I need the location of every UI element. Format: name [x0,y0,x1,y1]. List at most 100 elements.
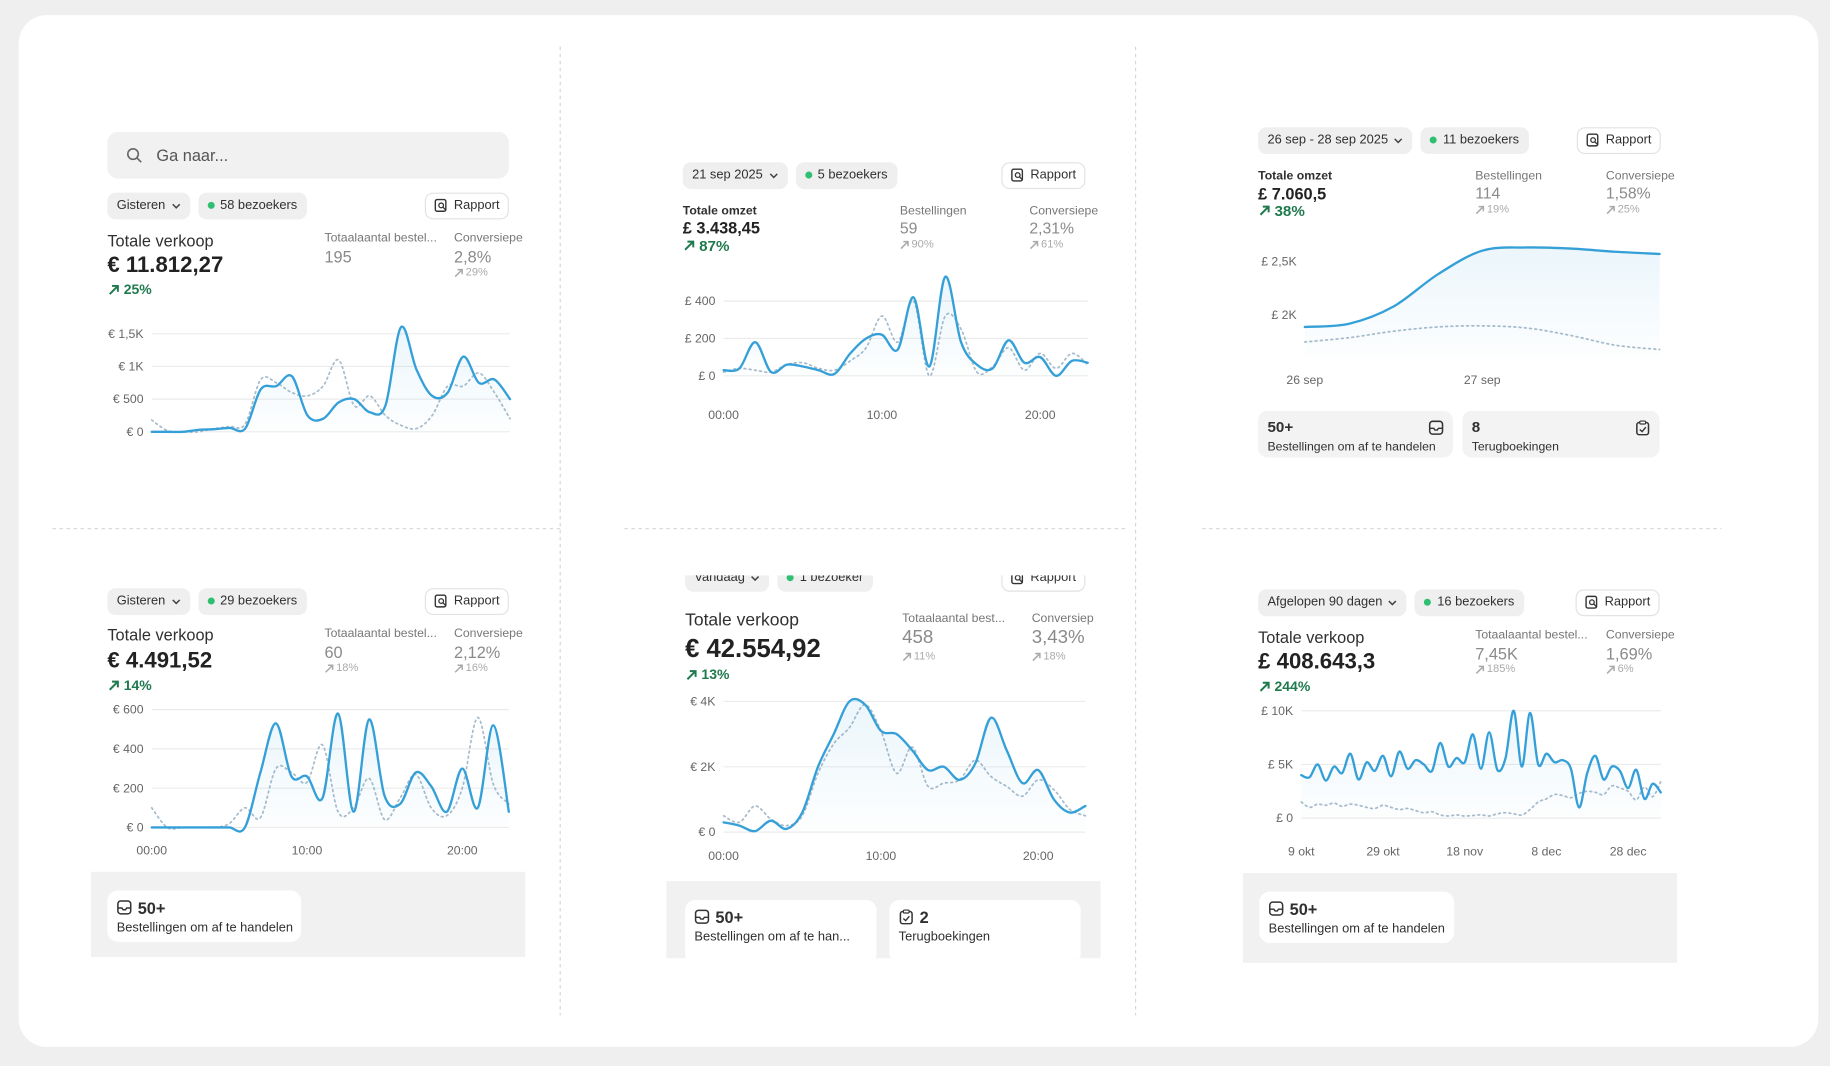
trend-arrow [1475,665,1485,674]
y-tick-label: € 500 [113,392,144,406]
summary-tile[interactable]: 2 Terugboekingen [889,899,1081,959]
y-tick-label: € 0 [127,425,144,439]
visitors-label: 16 bezoekers [1437,595,1515,610]
y-tick-label: € 600 [113,703,144,717]
x-tick-label: 00:00 [708,408,739,422]
search-box[interactable]: Ga naar... [107,131,509,179]
tile-value: 50+ [137,898,166,917]
visitors-pill[interactable]: 16 bezoekers [1415,588,1524,616]
y-tick-label: £ 400 [685,294,716,308]
clipboard-icon [899,909,913,925]
date-filter[interactable]: Gisteren [107,191,190,219]
stat-label: Conversiepe [1605,168,1675,183]
stat-change: 29% [454,266,488,279]
stat-value: 195 [324,246,352,266]
report-label: Rapport [453,594,500,609]
tile-label: Terugboekingen [1471,439,1559,454]
metric-change: 87% [683,237,729,255]
report-label: Rapport [1605,133,1652,148]
tile-label: Terugboekingen [898,930,991,945]
visitors-label: 11 bezoekers [1442,133,1520,148]
date-filter[interactable]: 21 sep 2025 [682,161,788,189]
stat-change: 18% [1032,650,1066,663]
stat-value: 2,31% [1029,219,1075,237]
summary-tile[interactable]: 50+ Bestellingen om af te handelen [107,890,302,942]
date-filter-label: Vandaag [694,575,745,585]
inbox-icon [694,909,710,924]
filter-row: 26 sep - 28 sep 2025 11 bezoekers Rapport [1258,126,1661,154]
x-tick-label: 28 dec [1610,844,1647,858]
chevron [1388,599,1397,606]
date-filter[interactable]: Gisteren [107,587,190,615]
filter-row: Gisteren 58 bezoekers Rapport [107,191,509,219]
filter-row: Afgelopen 90 dagen 16 bezoekers Rapport [1258,588,1660,616]
summary-tile[interactable]: 50+ Bestellingen om af te handelen [1259,891,1455,944]
date-filter[interactable]: Afgelopen 90 dagen [1258,588,1407,616]
stat-change-value: 6% [1617,662,1634,676]
tiles-area: 50+ Bestellingen om af te han... 2 Terugboe… [666,881,1101,959]
summary-tile[interactable]: 50+ Bestellingen om af te handelen [1258,410,1454,458]
date-filter-label: 26 sep - 28 sep 2025 [1267,133,1389,148]
inbox-icon [117,900,132,915]
visitors-pill[interactable]: 1 bezoeker [777,575,873,592]
x-tick-label: 27 sep [1464,373,1501,387]
trend-arrow [1606,665,1615,674]
stat-label: Conversiepe [453,230,523,245]
date-filter-label: Gisteren [116,198,166,213]
report-button[interactable]: Rapport [424,191,509,219]
stat-label: Totaalaantal best... [902,611,1006,626]
y-tick-label: € 400 [113,742,144,756]
y-tick-label: € 1,5K [108,327,144,341]
stat-value: 2,12% [453,642,501,662]
filter-row: Gisteren 29 bezoekers Rapport [107,587,509,615]
stat-label: Totaalaantal bestel... [1475,627,1588,642]
stat-change: 16% [454,662,488,675]
metric-change: 38% [1258,202,1305,220]
series-line [1303,246,1661,329]
live-dot [804,171,812,179]
live-dot [1424,598,1432,606]
stat-change-value: 11% [913,650,936,663]
x-tick-label: 10:00 [866,849,897,863]
metric-value: £ 408.643,3 [1258,649,1376,675]
report-icon [1585,595,1598,609]
visitors-label: 1 bezoeker [799,575,864,585]
x-tick-label: 20:00 [447,843,478,857]
visitors-pill[interactable]: 5 bezoekers [795,161,897,189]
stat-change: 18% [324,662,358,675]
area-fill [151,713,509,832]
summary-tile[interactable]: 50+ Bestellingen om af te han... [685,899,877,959]
visitors-pill[interactable]: 29 bezoekers [197,587,307,615]
clipboard-icon [1636,420,1650,436]
report-button[interactable]: Rapport [1001,575,1086,592]
report-icon [1011,168,1023,182]
visitors-pill[interactable]: 58 bezoekers [197,191,307,219]
date-filter-label: Afgelopen 90 dagen [1267,595,1383,610]
tile-label: Bestellingen om af te handelen [1267,439,1436,454]
metric-label: Totale verkoop [107,625,214,644]
x-tick-label: 10:00 [292,843,323,857]
report-button[interactable]: Rapport [424,587,509,615]
report-button[interactable]: Rapport [1576,126,1661,154]
chevron [1394,137,1403,143]
live-dot [786,575,794,582]
metric-change-value: 38% [1274,201,1305,220]
date-filter[interactable]: 26 sep - 28 sep 2025 [1258,126,1413,154]
summary-tile[interactable]: 8 Terugboekingen [1462,410,1660,458]
date-filter[interactable]: Vandaag [685,575,770,592]
visitors-pill[interactable]: 11 bezoekers [1420,126,1529,154]
live-dot [207,597,215,605]
metric-value: £ 3.438,45 [682,217,760,237]
report-button[interactable]: Rapport [1001,161,1086,189]
report-icon [434,198,447,212]
metric-value: £ 7.060,5 [1258,183,1327,203]
trend-arrow [1259,681,1270,692]
stat-change-value: 16% [465,661,488,675]
report-button[interactable]: Rapport [1575,588,1660,616]
visitors-label: 29 bezoekers [220,594,298,609]
area-fill [1304,247,1660,359]
chevron [769,172,778,178]
x-tick-label: 18 nov [1446,844,1484,858]
